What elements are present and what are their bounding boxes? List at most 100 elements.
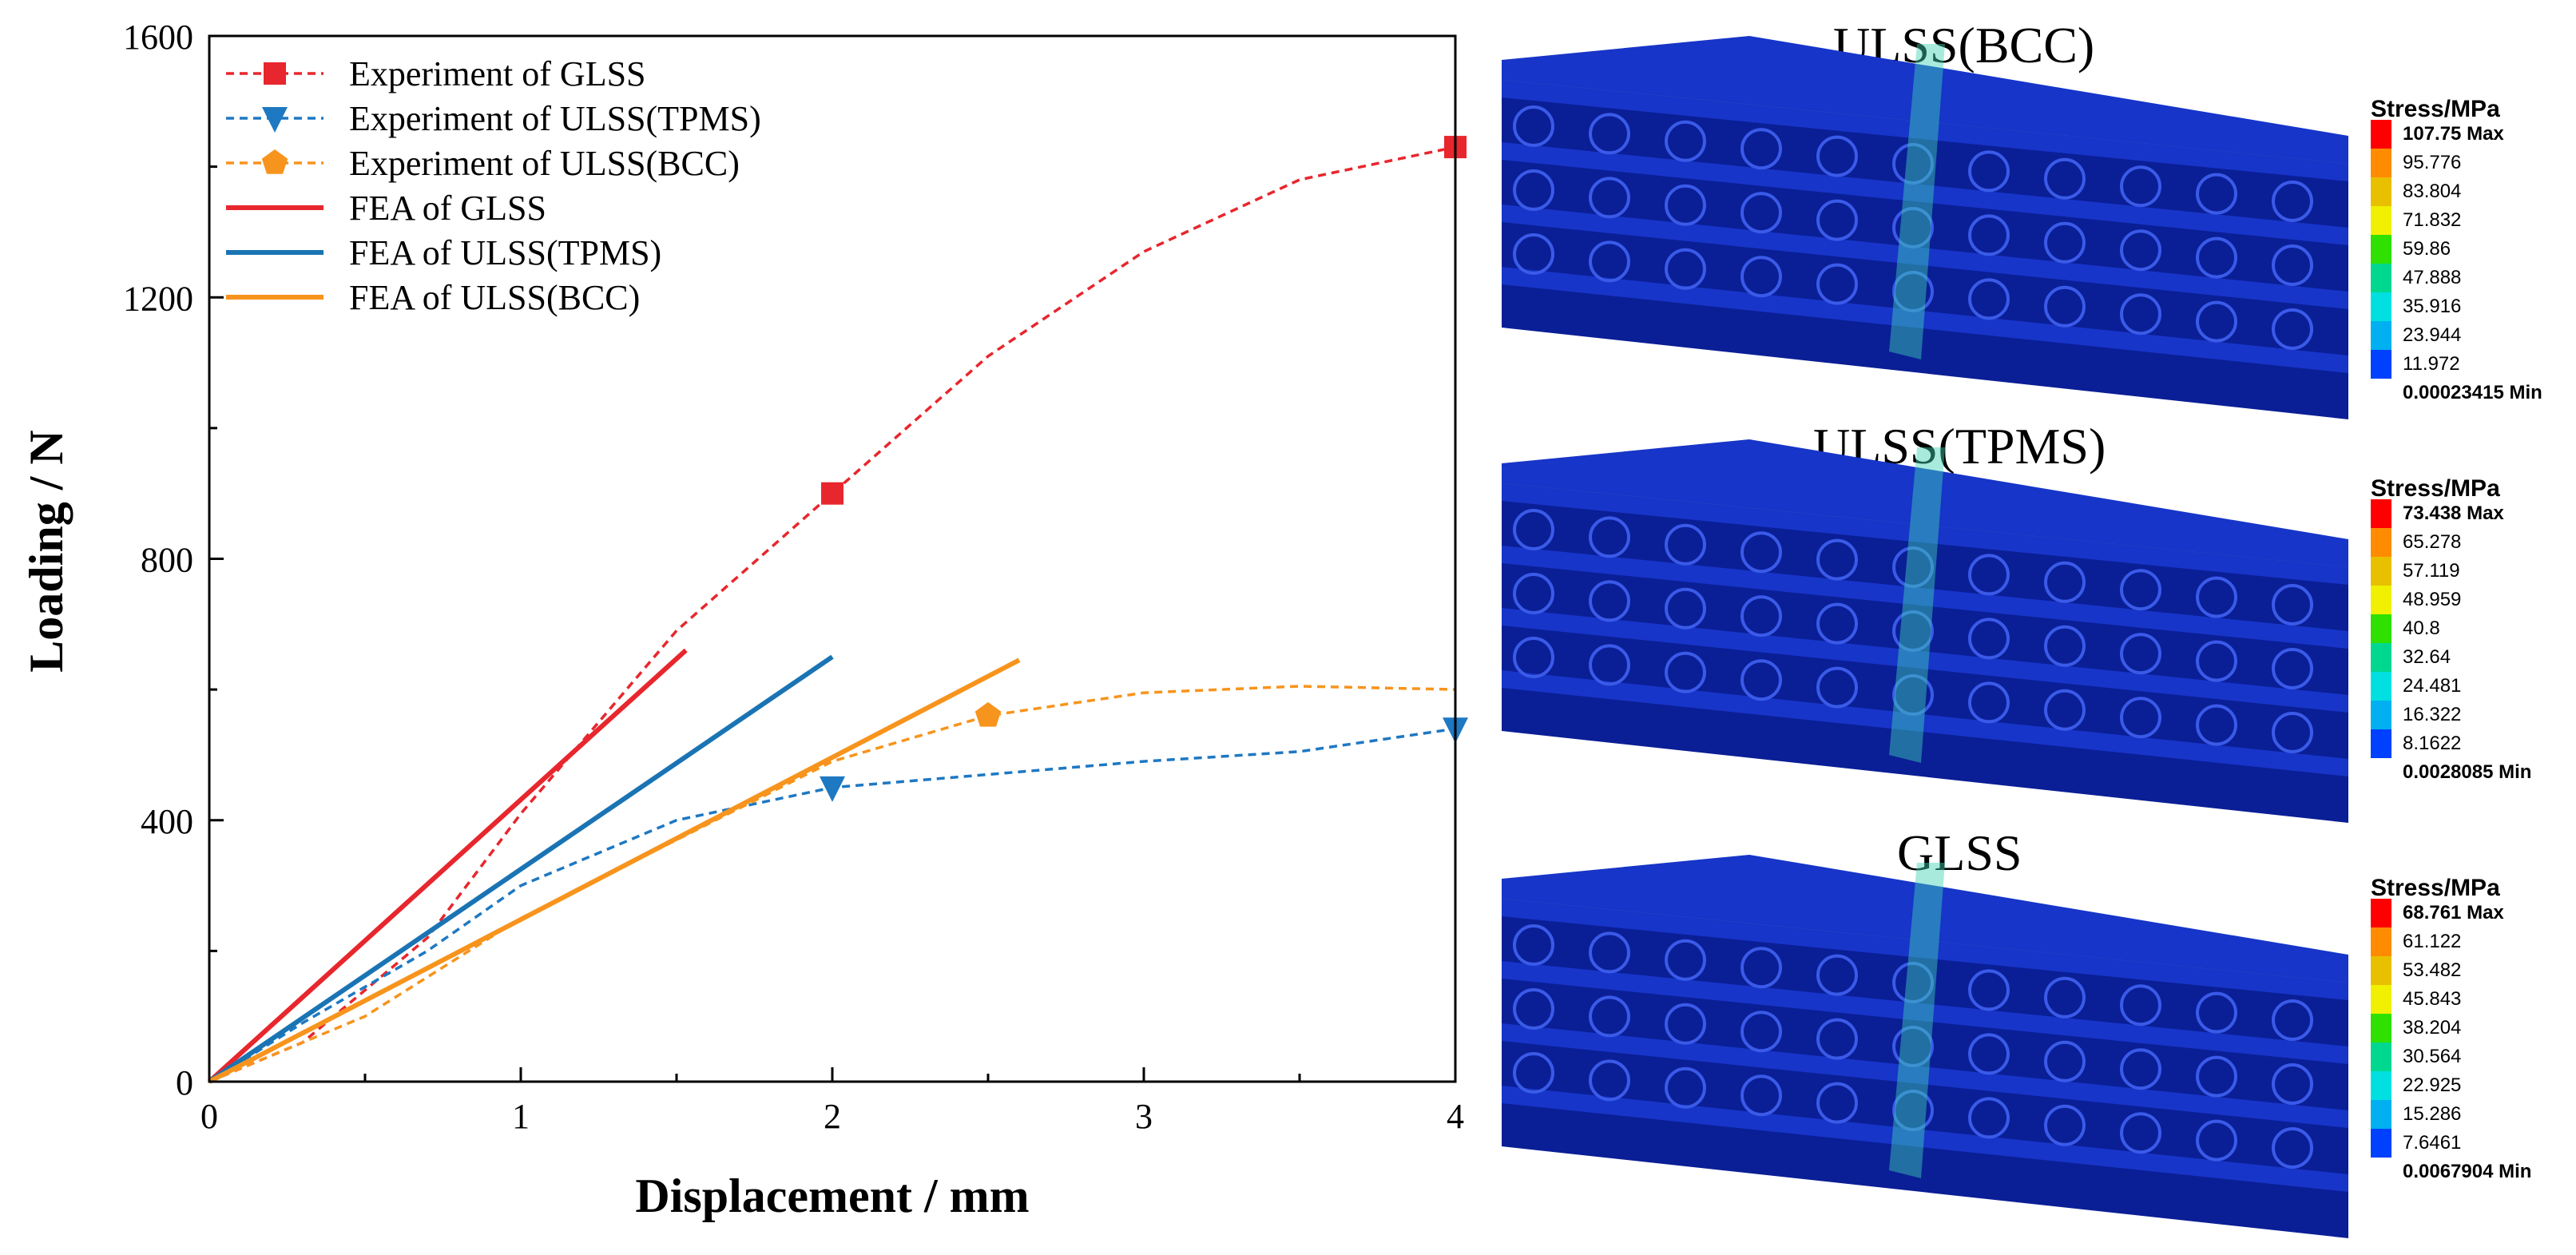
lattice-cell <box>1968 214 2010 256</box>
lattice-cell <box>2120 293 2161 336</box>
beam-layer-plate <box>1502 1023 2348 1128</box>
beam-layer-plate <box>1502 142 2348 245</box>
series-line-fea-of-ulss-bcc <box>208 657 1021 1084</box>
legend-swatch <box>2371 350 2391 379</box>
lattice-cell <box>1968 150 2010 193</box>
lattice-cell <box>2196 704 2237 746</box>
lattice-cell <box>2044 1040 2086 1082</box>
legend-row: 107.75 Max <box>2371 120 2504 149</box>
lattice-cell <box>1892 962 1934 1003</box>
lattice-cell <box>1513 924 1554 966</box>
legend-label-experiment-of-glss: Experiment of GLSS <box>349 54 646 93</box>
legend-value: 0.0067904 Min <box>2403 1161 2532 1182</box>
legend-label-experiment-of-ulss-bcc: Experiment of ULSS(BCC) <box>349 144 740 183</box>
lattice-cell <box>1816 1082 1858 1124</box>
stress-legend-tpms: Stress/MPa 73.438 Max 65.278 57.119 48.959 4… <box>2371 475 2531 783</box>
sim-panel-bcc: ULSS(BCC) Stress/MPa 107.75 Max 95.776 83.… <box>1486 0 2576 431</box>
lattice-cell <box>2196 576 2237 618</box>
legend-value: 83.804 <box>2403 181 2462 202</box>
load-displacement-chart: 0 1 2 3 4 0 400 800 1200 1600 Loading / N Displac… <box>20 18 1468 1222</box>
series-marker-experiment-of-glss <box>821 482 843 505</box>
legend-value: 59.86 <box>2403 238 2451 260</box>
legend-value: 11.972 <box>2403 353 2460 375</box>
legend-swatch <box>2371 899 2391 927</box>
lattice-cell <box>1589 113 1630 155</box>
lattice-cell <box>1816 135 1858 177</box>
beam-top-face <box>1502 36 2348 164</box>
legend-marker-experiment-of-ulss-bcc <box>261 149 288 174</box>
legend-value: 61.122 <box>2403 931 2462 952</box>
legend-label-fea-of-ulss-tpms: FEA of ULSS(TPMS) <box>349 233 661 272</box>
legend-value: 65.278 <box>2403 531 2462 553</box>
legend-row: 38.204 <box>2371 1014 2461 1043</box>
legend-value: 16.322 <box>2403 704 2462 725</box>
lattice-cell <box>2120 569 2161 611</box>
sim-panel-glss: GLSS Stress/MPa 68.761 Max 61.122 53.482 45… <box>1486 824 2576 1255</box>
lattice-cell <box>2272 648 2313 689</box>
x-tick-label: 2 <box>824 1097 841 1136</box>
lattice-cell <box>2196 236 2237 279</box>
beam-top-face <box>1502 439 2348 567</box>
lattice-cell <box>1892 610 1934 652</box>
lattice-cell <box>2272 1063 2313 1105</box>
legend-row: 15.286 <box>2371 1100 2461 1129</box>
legend-value: 35.916 <box>2403 296 2462 317</box>
legend-swatch <box>2371 758 2391 787</box>
legend-swatch <box>2371 1100 2391 1129</box>
legend-value: 45.843 <box>2403 988 2462 1010</box>
legend-value: 47.888 <box>2403 267 2462 288</box>
beam-model-glss <box>1502 855 2348 1238</box>
lattice-cell <box>2120 1112 2161 1154</box>
legend-value: 0.0028085 Min <box>2403 761 2532 783</box>
lattice-cell <box>1665 523 1706 566</box>
legend-swatch <box>2371 379 2391 407</box>
legend-row: 22.925 <box>2371 1071 2461 1100</box>
lattice-cell <box>1589 177 1630 219</box>
stress-concentration <box>1889 863 1945 1178</box>
lattice-cell <box>1665 651 1706 693</box>
lattice-cell <box>1968 618 2010 660</box>
legend-swatch <box>2371 292 2391 321</box>
lattice-cell <box>1513 105 1554 147</box>
beam-layer-plate <box>1502 899 2348 1000</box>
lattice-cell <box>1589 516 1630 558</box>
lattice-cell <box>1589 580 1630 622</box>
beam-model-tpms <box>1502 439 2348 823</box>
lattice-cell <box>1513 573 1554 614</box>
lattice-cell <box>1816 666 1858 709</box>
legend-label-experiment-of-ulss-tpms: Experiment of ULSS(TPMS) <box>349 99 761 138</box>
legend-swatch <box>2371 1014 2391 1043</box>
legend-title-bcc: Stress/MPa <box>2371 96 2500 122</box>
lattice-cell <box>2196 1055 2237 1098</box>
lattice-cell <box>1968 1097 2010 1139</box>
series-line-experiment-of-glss <box>208 145 1456 1083</box>
legend-swatch <box>2371 643 2391 672</box>
sim-panel-tpms: ULSS(TPMS) Stress/MPa 73.438 Max 65.278 57… <box>1486 415 2576 831</box>
sim-title-glss: GLSS <box>1897 824 2022 881</box>
stress-concentration <box>1889 44 1945 359</box>
legend-swatch <box>2371 927 2391 956</box>
legend-swatch <box>2371 1129 2391 1158</box>
legend-label-fea-of-ulss-bcc: FEA of ULSS(BCC) <box>349 278 640 317</box>
legend-row: 23.944 <box>2371 321 2461 350</box>
legend-row: 47.888 <box>2371 264 2461 292</box>
legend-marker-experiment-of-glss <box>264 62 286 85</box>
beam-layer-plate <box>1502 961 2348 1064</box>
legend-swatch <box>2371 729 2391 758</box>
lattice-cell <box>1665 1003 1706 1045</box>
beam-layer-plate <box>1502 205 2348 309</box>
legend-value: 71.832 <box>2403 209 2462 231</box>
lattice-cell <box>1665 1066 1706 1109</box>
legend-row: 0.0067904 Min <box>2371 1158 2531 1186</box>
legend-row: 57.119 <box>2371 557 2460 586</box>
lattice-cell <box>1968 278 2010 320</box>
lattice-cell <box>1740 1074 1782 1117</box>
lattice-cell <box>2272 181 2313 222</box>
y-tick-label: 400 <box>141 802 193 841</box>
legend-row: 32.64 <box>2371 643 2451 672</box>
legend-row: 65.278 <box>2371 528 2461 557</box>
lattice-cell <box>2272 712 2313 753</box>
legend-swatch <box>2371 499 2391 528</box>
y-axis-title: Loading / N <box>20 430 73 672</box>
x-tick-label: 4 <box>1447 1097 1464 1136</box>
